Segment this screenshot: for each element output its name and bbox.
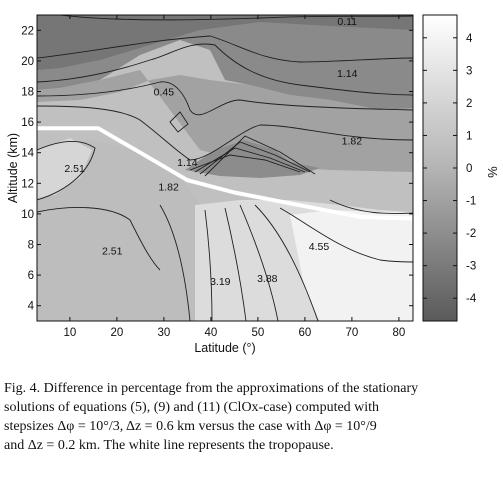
tropopause-line [37,126,413,221]
y-tick-label: 16 [21,117,34,129]
contour-fill [37,15,413,321]
colorbar-tick-label: 0 [466,163,472,175]
x-tick-label: 10 [64,327,77,339]
colorbar-label: % [485,166,500,178]
colorbar [422,14,458,322]
x-axis-label: Latitude (°) [194,341,255,355]
region-tongue-dark [185,140,320,178]
contour-label: 0.45 [154,87,175,99]
region-top-darkest [37,15,413,70]
y-tick-label: 18 [21,87,34,99]
colorbar-tick-label: -4 [466,293,477,305]
colorbar-tick-label: -3 [466,261,476,273]
contour-label: 1.14 [337,68,358,80]
y-tick-label: 6 [28,270,34,282]
colorbar-tick-label: -1 [466,196,476,208]
region-lower-white [290,210,413,321]
x-axis: 10 20 30 40 50 60 70 80 [64,15,406,339]
contour-lines [37,15,413,321]
x-tick-label: 20 [111,327,124,339]
x-tick-label: 30 [158,327,171,339]
contour-labels: 0.11 1.14 0.45 1.82 1.14 1.82 2.51 2.51 3.19 3.88… [64,16,362,288]
contour-label: 0.11 [337,16,357,28]
region-lower-mid [37,140,200,321]
caption-line: solutions of equations (5), (9) and (11)… [4,400,380,415]
caption-line: stepsizes Δφ = 10°/3, Δz = 0.6 km versus… [4,419,377,434]
colorbar-tick-label: 2 [466,98,472,110]
x-tick-label: 50 [252,327,265,339]
y-tick-label: 22 [21,25,34,37]
caption-line: and Δz = 0.2 km. The white line represen… [4,438,334,453]
figure-4-contour-plot: 0.11 1.14 0.45 1.82 1.14 1.82 2.51 2.51 3.19 3.88… [6,14,500,355]
x-tick-label: 70 [346,327,359,339]
y-axis-label: Altitude (km) [6,133,20,203]
plot-frame [36,14,414,322]
x-tick-label: 80 [393,327,406,339]
contour-label: 2.51 [64,163,85,175]
y-tick-label: 12 [21,178,34,190]
region-left-light [37,138,92,198]
colorbar-tick-label: 4 [466,33,473,45]
contour-label: 1.82 [158,181,179,193]
caption-line: Fig. 4. Difference in percentage from th… [4,381,419,396]
y-tick-label: 20 [21,56,34,68]
contour-label: 1.14 [177,157,198,169]
figure-caption: Fig. 4. Difference in percentage from th… [4,379,500,455]
region-mid-band [37,70,413,172]
contour-label: 1.82 [342,135,363,147]
contour-label: 2.51 [102,246,123,258]
colorbar-tick-label: 3 [466,65,472,77]
colorbar-tick-label: -2 [466,228,476,240]
contour-label: 4.55 [309,241,330,253]
y-tick-label: 8 [28,240,34,252]
x-tick-label: 60 [299,327,312,339]
y-axis: 4 6 8 10 12 14 16 18 20 22 [21,25,413,313]
y-tick-label: 14 [21,148,34,160]
x-tick-label: 40 [205,327,218,339]
y-tick-label: 4 [28,301,35,313]
y-tick-label: 10 [21,209,34,221]
contour-label: 3.88 [257,273,278,285]
colorbar-ticks: 4 3 2 1 0 -1 -2 -3 -4 [423,33,477,305]
colorbar-tick-label: 1 [466,130,472,142]
contour-label: 3.19 [210,276,231,288]
